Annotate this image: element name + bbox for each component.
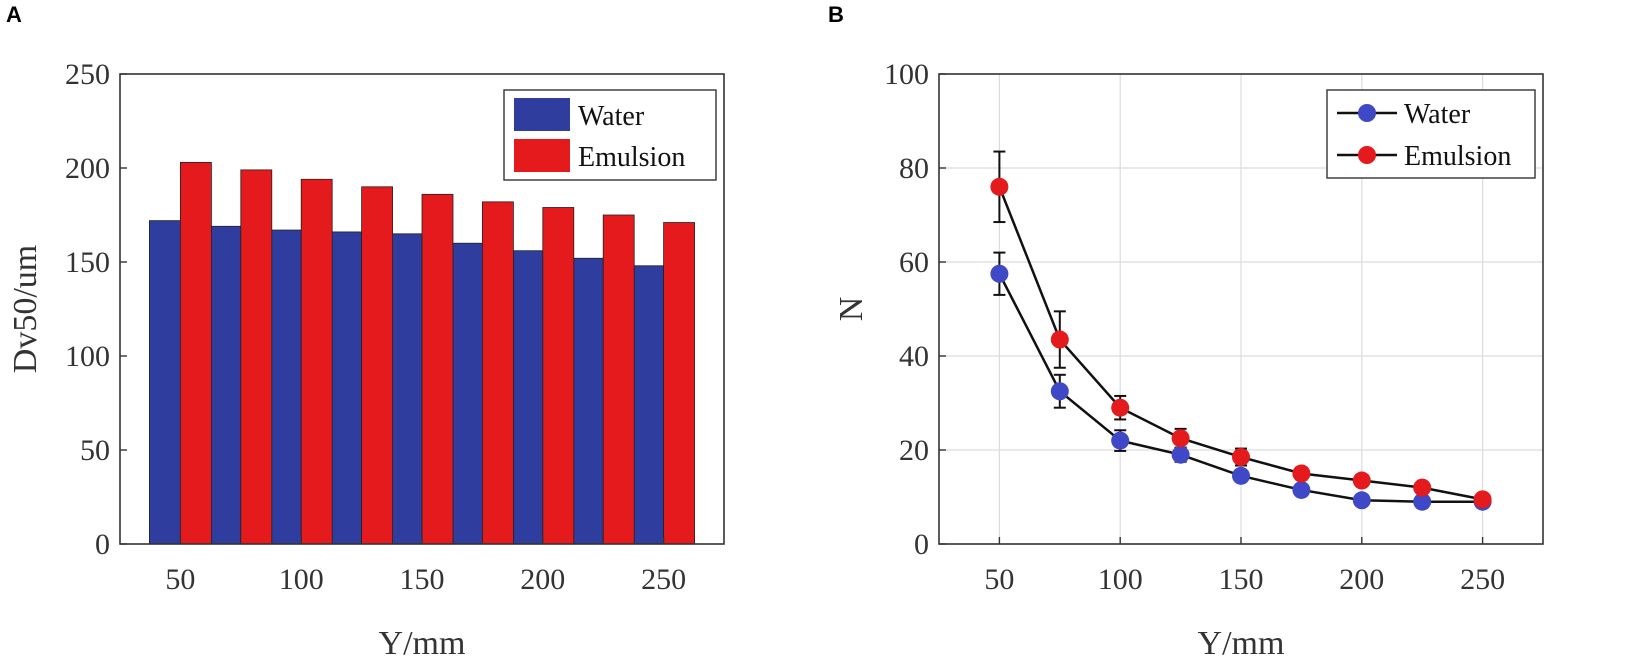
bar-chart-legend: Water Emulsion <box>503 89 717 181</box>
bar-emulsion-150 <box>421 193 454 545</box>
point-emulsion-125 <box>1171 429 1190 448</box>
y-tick-label: 100 <box>884 58 929 91</box>
bar-water-150 <box>390 233 423 545</box>
line-chart-marks <box>990 150 1492 511</box>
point-emulsion-225 <box>1413 478 1432 497</box>
bar-water-175 <box>450 242 483 545</box>
bar-chart-x-ticks: 50 100 150 200 250 <box>165 537 686 596</box>
bar-chart-y-label: Dv50/um <box>7 245 44 373</box>
legend-swatch-water <box>514 98 570 131</box>
point-water-150 <box>1232 466 1250 485</box>
x-tick-label: 50 <box>165 563 195 596</box>
line-chart-y-ticks: 0 20 40 60 80 100 <box>884 58 946 561</box>
y-tick-label: 200 <box>65 152 110 185</box>
point-water-75 <box>1050 382 1069 401</box>
panel-label-b: B <box>828 2 844 27</box>
bar-emulsion-50 <box>179 161 212 545</box>
legend-marker-emulsion <box>1358 146 1376 164</box>
bar-emulsion-200 <box>542 207 575 545</box>
x-tick-label: 150 <box>400 563 445 596</box>
panel-b: B 0 20 40 60 80 100 50 100 150 200 250 Y/mm N Wat… <box>828 2 1544 662</box>
point-emulsion-100 <box>1111 398 1130 417</box>
bar-emulsion-225 <box>602 214 635 545</box>
bar-water-225 <box>571 257 604 545</box>
legend-label-water: Water <box>1404 99 1471 130</box>
legend-box <box>1326 89 1536 179</box>
bar-water-100 <box>269 229 302 545</box>
legend-marker-water <box>1358 104 1376 122</box>
y-tick-label: 0 <box>914 528 929 561</box>
x-tick-label: 150 <box>1219 563 1264 596</box>
panel-a: A 0 50 100 150 200 250 50 100 150 200 250 Y/mm Dv… <box>6 2 725 662</box>
line-chart-x-label: Y/mm <box>1198 625 1285 662</box>
point-water-175 <box>1292 480 1311 499</box>
y-tick-label: 50 <box>80 434 110 467</box>
bar-chart-y-ticks: 0 50 100 150 200 250 <box>65 58 127 561</box>
bar-emulsion-75 <box>240 169 273 545</box>
point-emulsion-200 <box>1352 471 1371 490</box>
bar-chart-x-label: Y/mm <box>379 625 466 662</box>
point-emulsion-75 <box>1050 330 1069 349</box>
legend-label-emulsion: Emulsion <box>578 142 685 173</box>
y-tick-label: 20 <box>899 434 929 467</box>
x-tick-label: 100 <box>1098 563 1143 596</box>
bar-water-75 <box>209 225 242 545</box>
point-water-125 <box>1171 445 1190 464</box>
y-tick-label: 0 <box>95 528 110 561</box>
point-water-200 <box>1352 491 1371 510</box>
y-tick-label: 60 <box>899 246 929 279</box>
point-emulsion-175 <box>1292 464 1311 483</box>
bar-emulsion-125 <box>361 186 394 545</box>
point-emulsion-50 <box>990 177 1009 196</box>
point-water-100 <box>1111 431 1130 450</box>
bar-emulsion-100 <box>300 178 333 545</box>
bar-emulsion-175 <box>481 201 514 545</box>
y-tick-label: 100 <box>65 340 110 373</box>
bar-water-125 <box>330 231 363 545</box>
x-tick-label: 200 <box>520 563 565 596</box>
legend-label-water: Water <box>578 101 645 132</box>
y-tick-label: 40 <box>899 340 929 373</box>
x-tick-label: 200 <box>1339 563 1384 596</box>
x-tick-label: 50 <box>984 563 1014 596</box>
x-tick-label: 100 <box>279 563 324 596</box>
bar-water-250 <box>632 265 664 545</box>
point-water-50 <box>990 264 1009 283</box>
bar-emulsion-250 <box>663 222 695 545</box>
point-emulsion-150 <box>1232 448 1250 467</box>
line-chart-legend: Water Emulsion <box>1326 89 1536 179</box>
line-chart-y-label: N <box>833 297 870 322</box>
bar-water-50 <box>148 220 181 545</box>
y-tick-label: 150 <box>65 246 110 279</box>
y-tick-label: 250 <box>65 58 110 91</box>
line-chart-x-ticks: 50 100 150 200 250 <box>984 537 1505 596</box>
y-tick-label: 80 <box>899 152 929 185</box>
x-tick-label: 250 <box>641 563 686 596</box>
legend-label-emulsion: Emulsion <box>1404 141 1511 172</box>
panel-label-a: A <box>6 2 22 27</box>
point-emulsion-250 <box>1473 490 1492 509</box>
bar-chart-marks <box>148 161 695 545</box>
x-tick-label: 250 <box>1460 563 1505 596</box>
bar-water-200 <box>511 250 544 545</box>
point-water-225 <box>1413 492 1432 511</box>
legend-swatch-emulsion <box>514 139 570 172</box>
